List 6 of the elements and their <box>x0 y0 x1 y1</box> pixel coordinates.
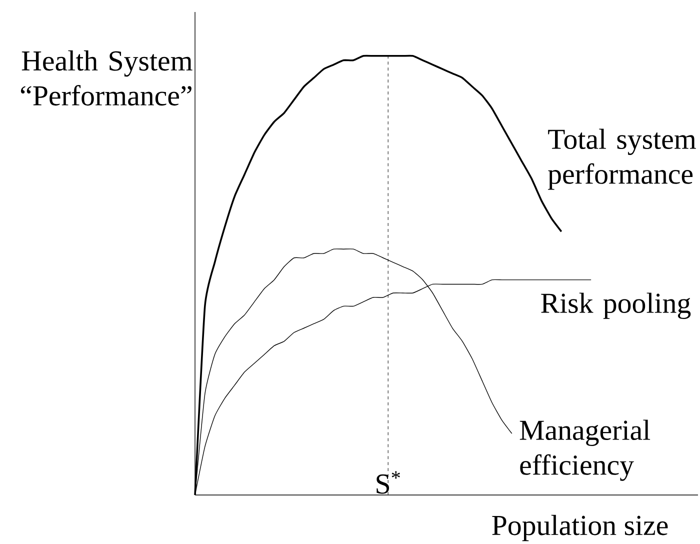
series-label: Risk pooling <box>541 292 691 319</box>
series-label: Managerial efficiency <box>520 420 650 481</box>
annotation: S$^{*}$ <box>376 471 400 494</box>
y-axis-title: Health System “Performance” <box>20 50 192 106</box>
x-axis-title: Population size <box>492 514 668 542</box>
series-label: Total system performance <box>548 128 696 190</box>
